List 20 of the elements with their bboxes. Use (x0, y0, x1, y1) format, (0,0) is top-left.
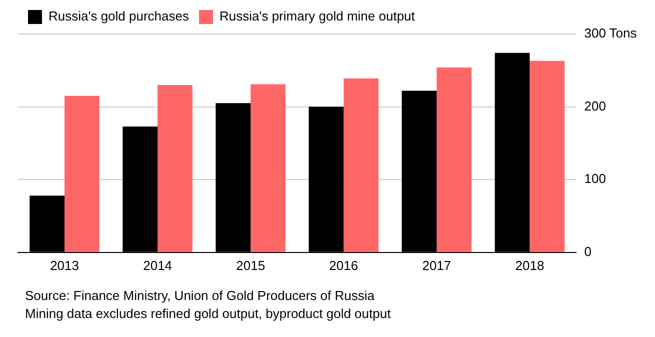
text: Mining data excludes refined gold output, byproduct gold output (25, 305, 391, 323)
source-note: Source: Finance Ministry, Union of Gold Producers of Russia (25, 287, 376, 305)
bar (64, 96, 100, 252)
legend-label: Russia's primary gold mine output (220, 8, 416, 24)
y-tick-label: 0 (584, 244, 592, 259)
x-tick-label: 2015 (236, 258, 266, 273)
y-tick-label: 300 Tons (584, 26, 638, 41)
bar (158, 84, 192, 252)
x-tick-label: 2018 (515, 258, 544, 273)
x-tick-label: 2016 (329, 258, 358, 273)
bar (530, 60, 565, 252)
y-tick-label: 200 (584, 98, 606, 114)
bar (344, 78, 379, 252)
legend-label: Russia's gold purchases (48, 8, 190, 24)
x-tick-label: 2017 (422, 258, 452, 273)
x-tick-label: 2014 (143, 258, 172, 273)
bar (250, 84, 286, 252)
y-tick-label: 100 (584, 171, 606, 186)
bar (436, 67, 472, 252)
x-tick-label: 2013 (50, 258, 79, 273)
